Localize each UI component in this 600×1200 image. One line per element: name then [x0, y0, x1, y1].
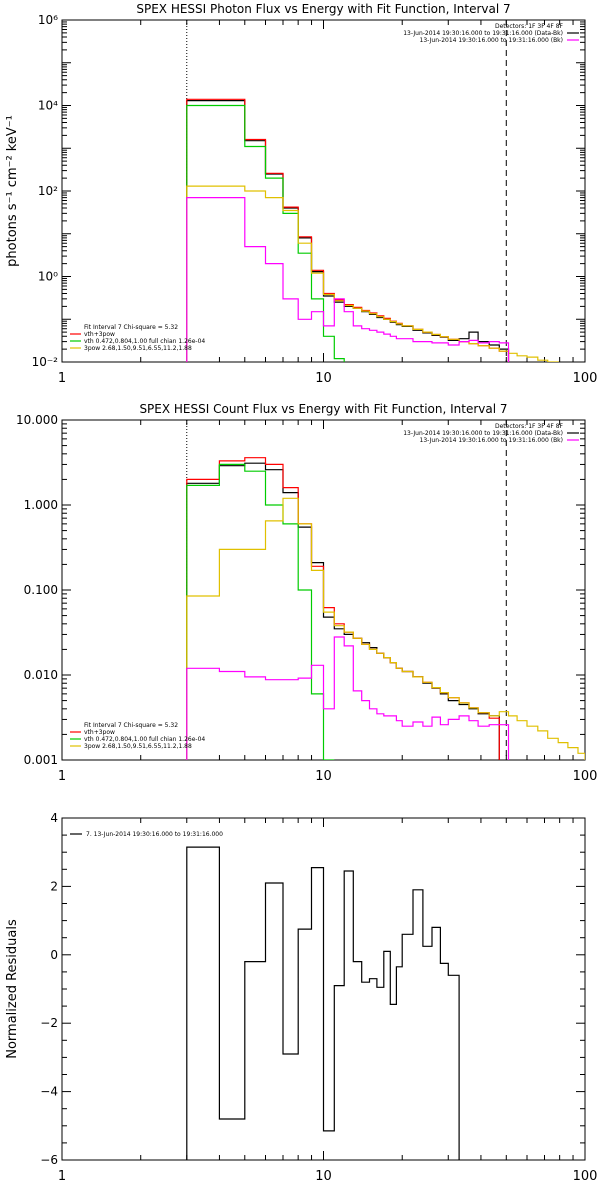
- legend-entry: Fit Interval 7 Chi-square = 5.32: [84, 324, 178, 331]
- x-tick-label: 1: [58, 1169, 66, 1184]
- x-tick-label: 10: [315, 769, 332, 784]
- y-tick-label: 10²: [38, 184, 58, 198]
- y-tick-label: 0.100: [24, 583, 58, 597]
- legend-entry: vth 0.472,0.804,1.00 full chian 1.26e-04: [84, 338, 205, 345]
- legend-entry: vth 0.472,0.804,1.00 full chian 1.26e-04: [84, 736, 205, 743]
- legend-entry: 13-Jun-2014 19:30:16.000 to 19:31:16.000…: [420, 437, 563, 444]
- y-axis-label: Normalized Residuals: [5, 919, 20, 1059]
- chart-panel-2: SPEX HESSI Count Flux vs Energy with Fit…: [16, 402, 597, 784]
- chart-title: SPEX HESSI Photon Flux vs Energy with Fi…: [136, 2, 510, 16]
- chart-panel-1: SPEX HESSI Photon Flux vs Energy with Fi…: [5, 2, 597, 386]
- series-line: [186, 846, 460, 1160]
- x-tick-label: 1: [58, 371, 66, 386]
- legend-entry: 3pow 2.68,1.50,9.51,6.55,11.2,1.88: [84, 743, 192, 750]
- y-tick-label: −2: [40, 1016, 58, 1030]
- y-tick-label: 10⁴: [38, 99, 58, 113]
- legend-entry: 3pow 2.68,1.50,9.51,6.55,11.2,1.88: [84, 345, 192, 352]
- legend-entry: 13-Jun-2014 19:30:16.000 to 19:31:16.000…: [403, 430, 563, 437]
- x-tick-label: 10: [315, 1169, 332, 1184]
- series-line: [186, 497, 585, 760]
- legend-entry: Detectors: 1F 3F 4F 8F: [495, 23, 564, 30]
- y-tick-label: 1.000: [24, 498, 58, 512]
- y-tick-label: 0.001: [24, 753, 58, 767]
- y-tick-label: 0.010: [24, 668, 58, 682]
- series-line: [186, 104, 354, 362]
- x-tick-label: 10: [315, 371, 332, 386]
- y-tick-label: 2: [50, 879, 58, 893]
- y-axis-label: photons s⁻¹ cm⁻² keV⁻¹: [5, 115, 20, 267]
- chart-panel-3: 1 10 100 −6 −4 −2 0 2 4 Normalized Residuals 7. 13…: [5, 811, 597, 1184]
- series-line: [186, 457, 500, 760]
- series-line: [186, 636, 510, 760]
- y-tick-label: −4: [40, 1085, 58, 1099]
- series-line: [186, 100, 510, 362]
- y-tick-label: 0: [50, 948, 58, 962]
- legend-entry: vth+3pow: [84, 729, 115, 736]
- x-tick-label: 1: [58, 769, 66, 784]
- series-line: [186, 463, 335, 760]
- legend-entry: vth+3pow: [84, 331, 115, 338]
- series-line: [186, 197, 510, 362]
- y-tick-label: 4: [50, 811, 58, 825]
- x-tick-label: 100: [573, 371, 598, 386]
- legend-entry: 7. 13-Jun-2014 19:30:16.000 to 19:31:16.…: [86, 831, 223, 838]
- x-tick-label: 100: [573, 1169, 598, 1184]
- series-line: [186, 462, 500, 760]
- series-line: [186, 98, 510, 362]
- legend-entry: Fit Interval 7 Chi-square = 5.32: [84, 722, 178, 729]
- y-tick-label: 10⁰: [38, 270, 58, 284]
- y-tick-label: 10.000: [16, 413, 58, 427]
- legend-entry: 13-Jun-2014 19:30:16.000 to 19:31:16.000…: [420, 37, 563, 44]
- y-tick-label: 10⁶: [38, 13, 58, 27]
- legend-entry: Detectors: 1F 3F 4F 8F: [495, 423, 564, 430]
- series-line: [186, 185, 585, 362]
- y-tick-label: −6: [40, 1153, 58, 1167]
- x-tick-label: 100: [573, 769, 598, 784]
- legend-entry: 13-Jun-2014 19:30:16.000 to 19:31:16.000…: [403, 30, 563, 37]
- chart-title: SPEX HESSI Count Flux vs Energy with Fit…: [139, 402, 507, 416]
- y-tick-label: 10⁻²: [32, 355, 59, 369]
